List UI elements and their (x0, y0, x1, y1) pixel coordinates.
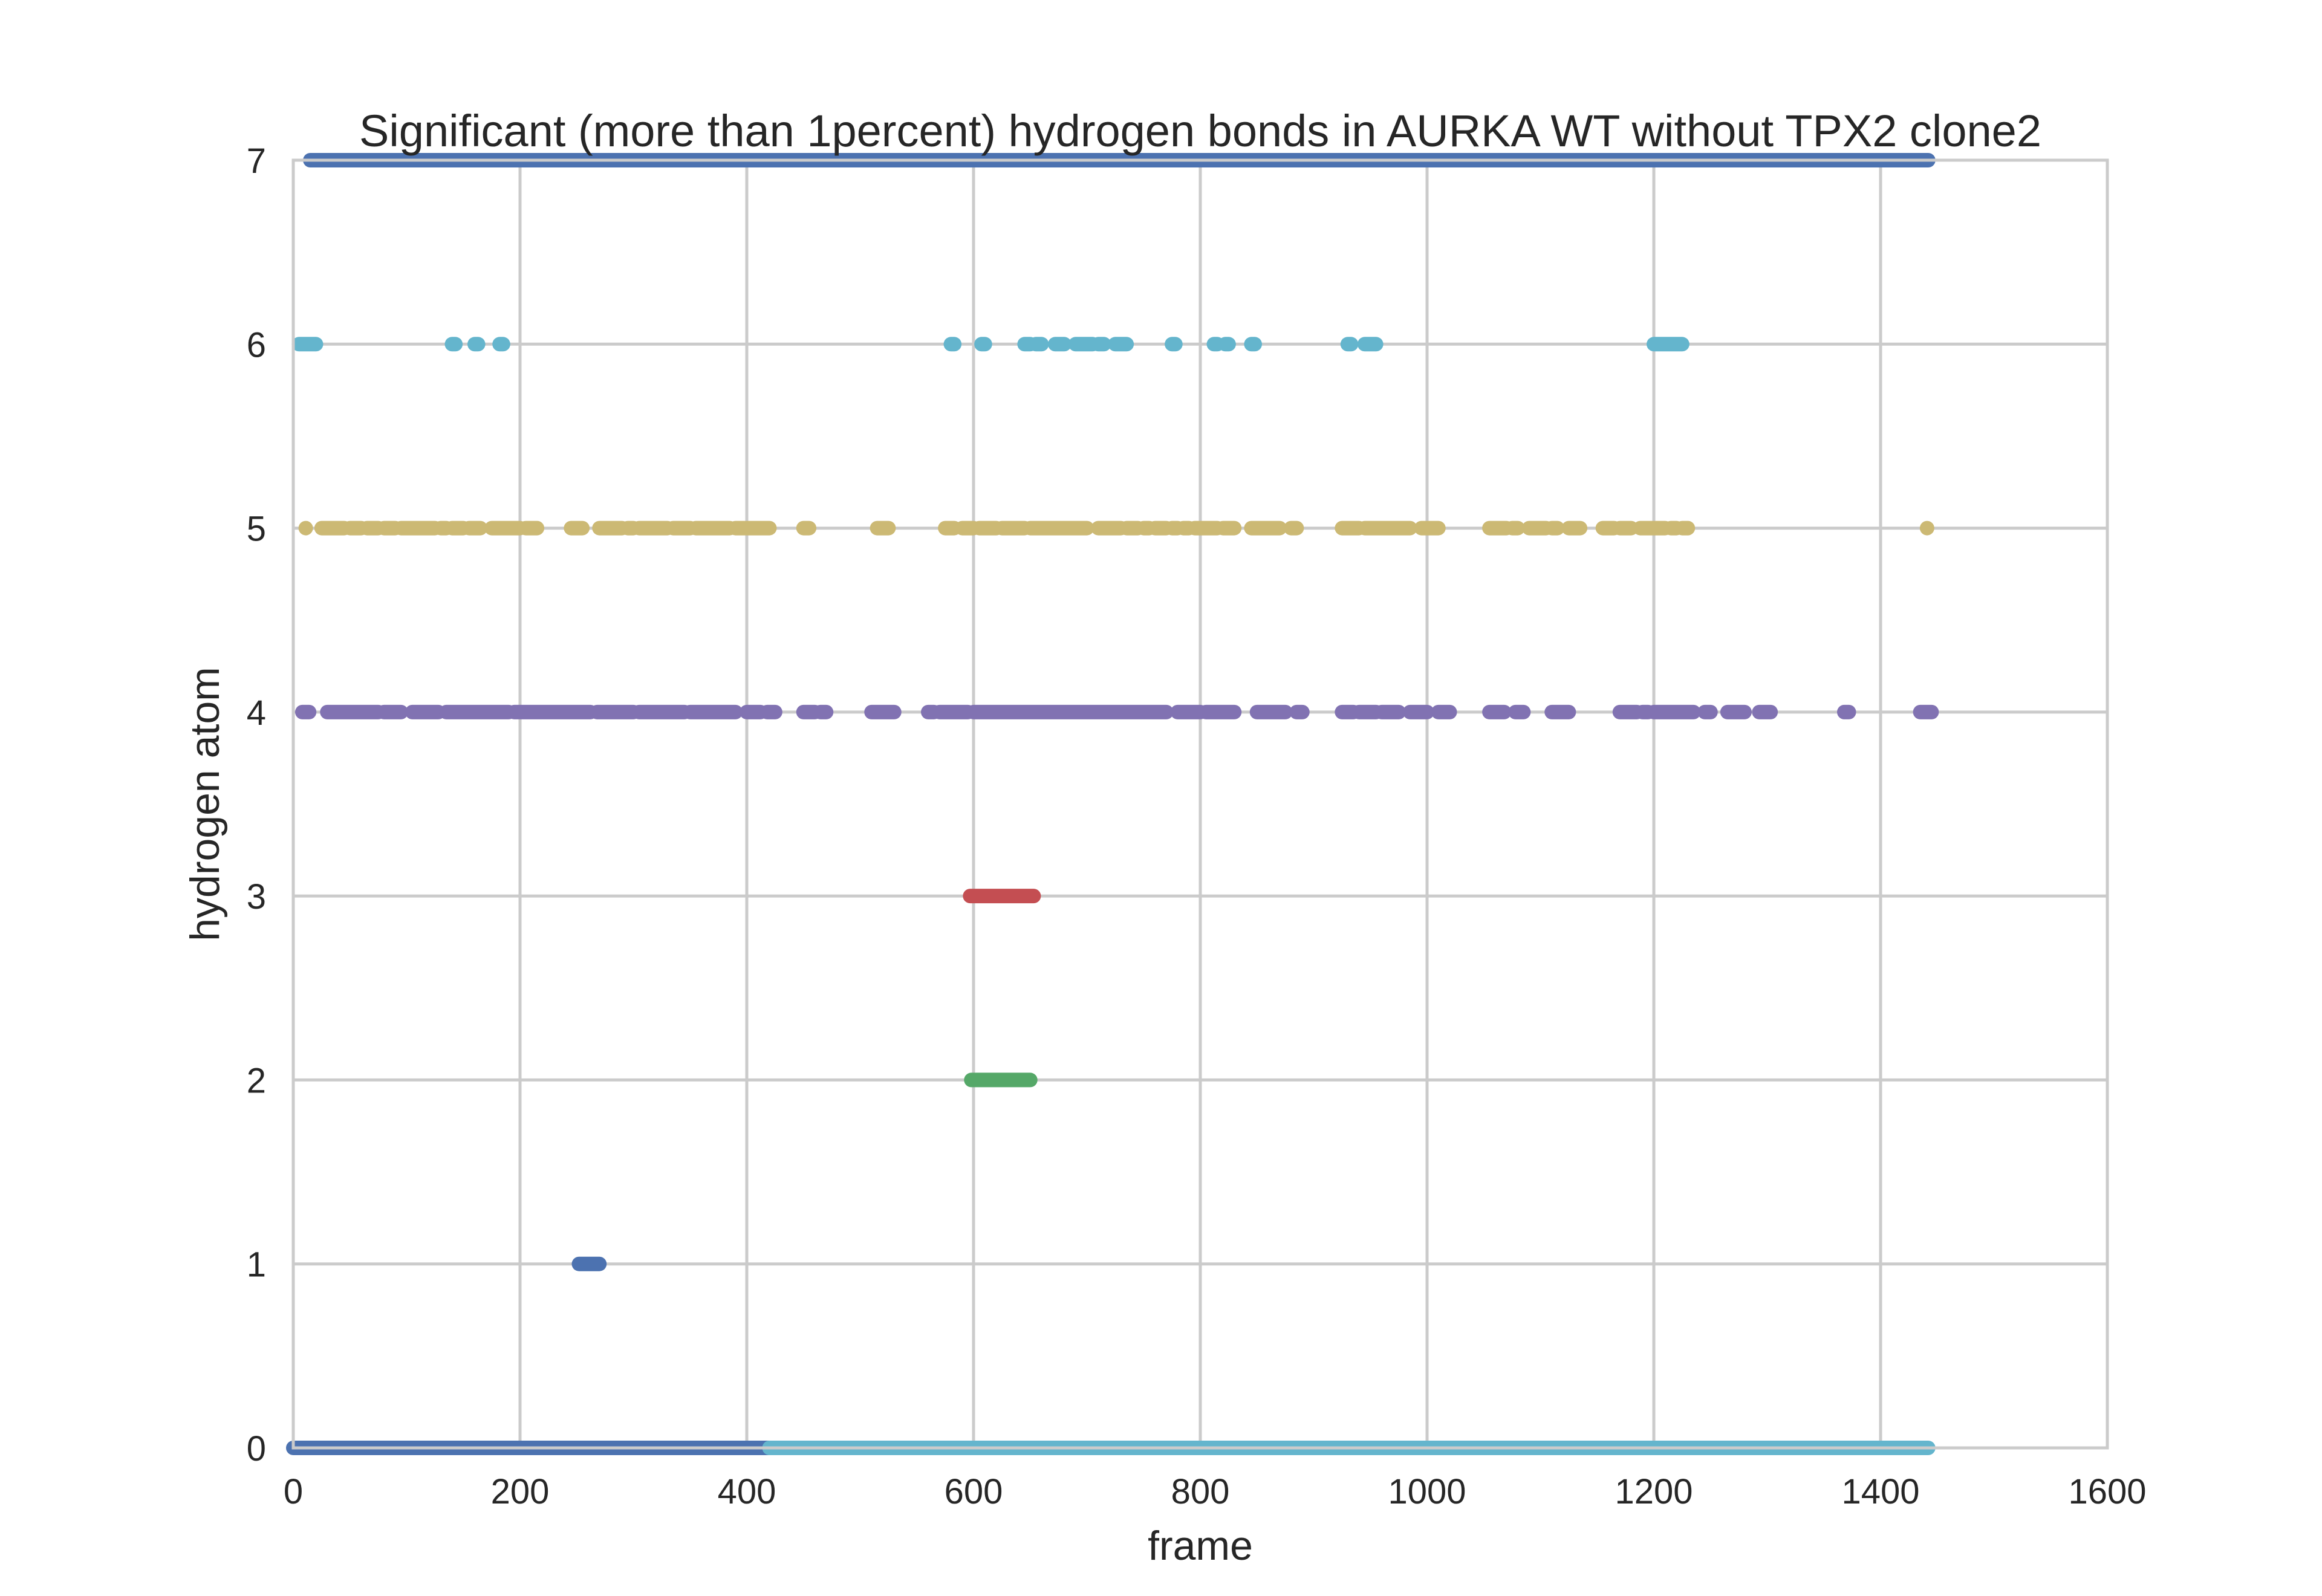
x-tick-label: 1600 (2068, 1472, 2146, 1511)
plot-frame (291, 158, 2109, 1450)
y-axis-label: hydrogen atom (182, 667, 228, 941)
x-tick-labels: 0 200 400 600 800 1000 1200 1400 1600 (284, 1472, 2147, 1511)
x-tick-label: 200 (491, 1472, 550, 1511)
y-tick-labels: 0 1 2 3 4 5 6 7 (247, 141, 266, 1468)
x-axis-label: frame (1148, 1523, 1253, 1569)
y-tick-label: 3 (247, 877, 266, 916)
x-tick-label: 400 (718, 1472, 776, 1511)
y-tick-label: 5 (247, 510, 266, 549)
data-point (298, 521, 313, 536)
y-tick-label: 4 (247, 693, 266, 733)
x-tick-label: 800 (1171, 1472, 1230, 1511)
y-tick-label: 6 (247, 325, 266, 365)
x-tick-label: 1400 (1841, 1472, 1919, 1511)
y-tick-label: 1 (247, 1245, 266, 1285)
y-tick-label: 7 (247, 141, 266, 181)
x-tick-label: 1200 (1615, 1472, 1693, 1511)
x-tick-label: 0 (284, 1472, 303, 1511)
data-point (1919, 521, 1934, 536)
chart-title: Significant (more than 1percent) hydroge… (359, 106, 2041, 156)
y-tick-label: 2 (247, 1061, 266, 1100)
x-tick-label: 600 (945, 1472, 1003, 1511)
data-points (286, 153, 1939, 1455)
y-tick-label: 0 (247, 1429, 266, 1468)
x-tick-label: 1000 (1388, 1472, 1466, 1511)
grid (293, 160, 2107, 1448)
